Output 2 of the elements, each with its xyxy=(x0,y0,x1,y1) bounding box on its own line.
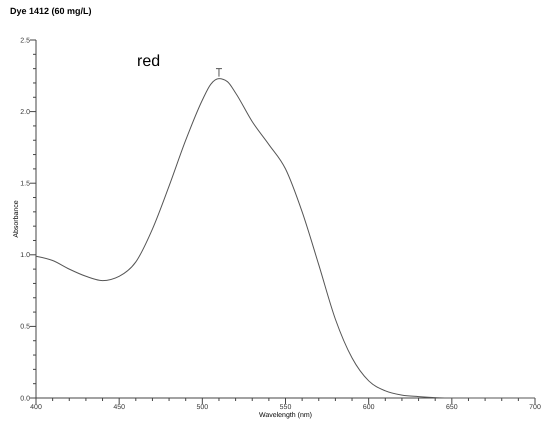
chart-title: Dye 1412 (60 mg/L) xyxy=(10,6,92,16)
annotation: red xyxy=(137,53,160,70)
